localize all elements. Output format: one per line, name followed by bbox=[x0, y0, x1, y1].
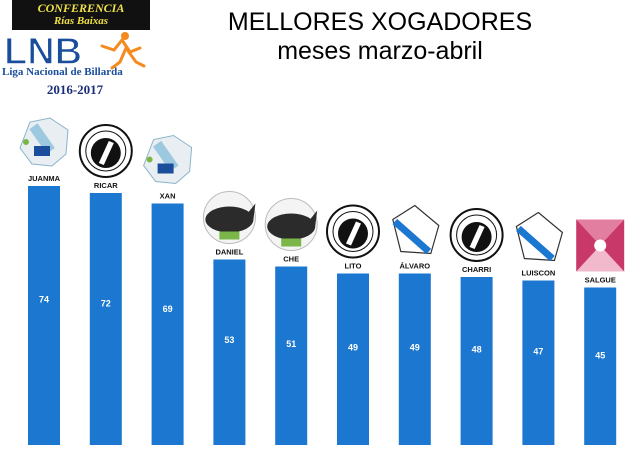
lnb-abbrev: LNB bbox=[4, 31, 82, 70]
category-label: DANIEL bbox=[215, 248, 243, 257]
club-emblem-lito bbox=[326, 204, 380, 259]
bar-lito bbox=[337, 273, 369, 445]
bar-ricar bbox=[89, 193, 122, 445]
bar-álvaro bbox=[398, 273, 431, 445]
club-emblem-daniel bbox=[202, 191, 256, 244]
data-label: 51 bbox=[286, 339, 296, 349]
player-silhouette-icon bbox=[100, 38, 146, 70]
club-emblem-luiscon bbox=[512, 211, 565, 265]
conference-region: Rías Baixas bbox=[53, 15, 109, 27]
club-emblem-charri bbox=[449, 208, 504, 262]
data-label: 72 bbox=[101, 298, 111, 308]
bar-juanma bbox=[28, 186, 60, 445]
conference-banner: CONFERENCIA Rías Baixas bbox=[12, 0, 150, 30]
club-emblem-álvaro bbox=[388, 204, 441, 258]
lnb-logo-mark: LNB bbox=[3, 30, 146, 70]
bar-salgue bbox=[584, 287, 617, 445]
data-label: 48 bbox=[472, 345, 482, 355]
data-label: 49 bbox=[410, 343, 420, 353]
data-label: 74 bbox=[39, 295, 49, 305]
category-label: LUISCON bbox=[522, 269, 556, 278]
club-emblem-che bbox=[264, 198, 318, 251]
category-label: CHE bbox=[283, 255, 299, 264]
chart-title: MELLORES XOGADORES bbox=[227, 8, 533, 36]
category-label: CHARRI bbox=[462, 265, 491, 274]
bar-luiscon bbox=[522, 280, 555, 445]
data-label: 53 bbox=[224, 335, 234, 345]
club-emblem-ricar bbox=[78, 124, 133, 178]
club-emblem-salgue bbox=[576, 219, 625, 272]
chart-subtitle: meses marzo-abril bbox=[277, 37, 483, 65]
club-emblem-juanma bbox=[19, 117, 69, 167]
league-name: Liga Nacional de Billarda bbox=[2, 66, 123, 78]
club-emblem-xan bbox=[143, 134, 193, 185]
bar-xan bbox=[151, 203, 184, 445]
data-label: 47 bbox=[533, 347, 543, 357]
bar-che bbox=[275, 266, 308, 445]
bar-daniel bbox=[213, 259, 246, 445]
season-label: 2016-2017 bbox=[46, 82, 104, 97]
category-label: JUANMA bbox=[28, 174, 61, 183]
conference-label: CONFERENCIA bbox=[37, 1, 125, 15]
league-logo: CONFERENCIA Rías Baixas LNB Liga Naciona… bbox=[0, 0, 150, 100]
category-label: XAN bbox=[160, 192, 176, 201]
category-label: LITO bbox=[345, 262, 362, 271]
data-label: 45 bbox=[595, 350, 605, 360]
data-label: 69 bbox=[163, 304, 173, 314]
category-label: ÁLVARO bbox=[400, 262, 431, 271]
category-label: SALGUE bbox=[585, 276, 616, 285]
category-label: RICAR bbox=[94, 181, 118, 190]
player-head-icon bbox=[121, 32, 129, 40]
data-label: 49 bbox=[348, 343, 358, 353]
bar-charri bbox=[460, 277, 493, 445]
